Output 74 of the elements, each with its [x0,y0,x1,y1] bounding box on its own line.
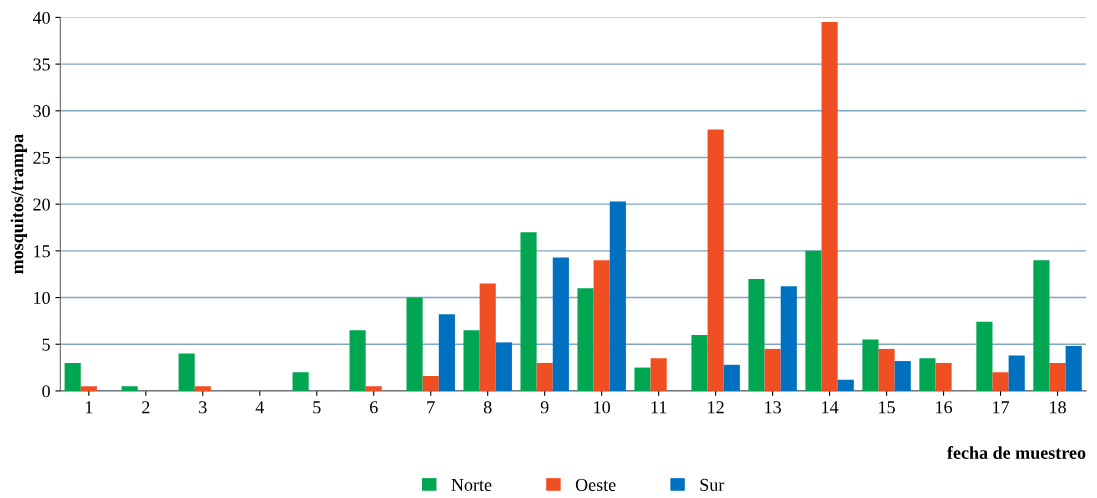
bar [349,330,366,391]
bar [650,358,667,391]
bar [463,330,480,391]
bar [748,278,765,391]
bar [520,232,537,391]
bar [1033,260,1050,391]
y-tick-label: 0 [42,385,50,398]
bar [821,22,838,391]
bar [894,361,911,391]
bar [935,362,952,391]
bar [862,339,879,391]
bar [365,386,382,391]
x-tick-label: 1 [85,401,93,414]
bar [805,250,822,391]
x-tick-label: 9 [540,401,549,414]
bar [438,314,455,391]
bar [593,260,610,391]
y-axis-title: mosquitos/trampa [10,134,27,274]
bar [422,375,439,391]
bar [536,362,553,391]
bar [1008,355,1025,391]
bar [1049,362,1066,391]
y-tick-label: 15 [34,245,50,258]
bar [552,257,569,391]
bar [976,321,993,391]
x-tick-label: 16 [936,401,953,414]
bar [577,288,594,391]
y-tick-label: 10 [34,291,50,304]
bar [495,342,512,391]
bar [723,364,740,391]
legend-label: Oeste [575,478,616,491]
bar [992,372,1009,391]
bar [609,201,626,391]
x-tick-label: 14 [822,401,839,414]
bar [406,297,423,391]
bar [1065,346,1082,391]
y-tick-label: 35 [33,58,50,71]
x-tick-label: 10 [594,401,611,414]
x-tick-label: 18 [1050,401,1066,414]
bar [121,386,138,391]
bar [479,283,496,391]
x-tick-label: 6 [370,401,378,414]
bar [194,386,211,391]
x-tick-label: 7 [427,401,435,414]
bar [707,129,724,391]
y-tick-label: 5 [42,338,50,351]
bar [919,358,936,391]
x-tick-label: 15 [879,401,895,414]
x-tick-label: 12 [708,401,724,414]
x-tick-label: 4 [255,401,265,414]
bar [634,367,651,391]
bar [178,353,195,391]
x-tick-label: 13 [765,401,781,414]
x-tick-label: 11 [651,401,667,414]
bar [764,348,781,391]
bar [837,379,854,391]
y-tick-label: 25 [33,151,50,164]
bar [878,348,895,391]
x-tick-label: 17 [993,401,1010,414]
x-axis-title: fecha de muestreo [947,446,1086,459]
x-tick-label: 8 [483,401,492,414]
y-tick-label: 20 [33,198,50,211]
bar [292,372,309,391]
y-tick-label: 30 [33,105,50,118]
legend-label: Norte [451,478,492,491]
bar [780,286,797,391]
bar [80,386,97,391]
legend-label: Sur [700,478,725,491]
bar [691,334,708,391]
bar [64,362,81,391]
y-tick-label: 40 [32,11,50,24]
x-tick-label: 5 [313,401,321,414]
x-tick-label: 3 [199,401,207,414]
x-tick-label: 2 [142,401,150,414]
